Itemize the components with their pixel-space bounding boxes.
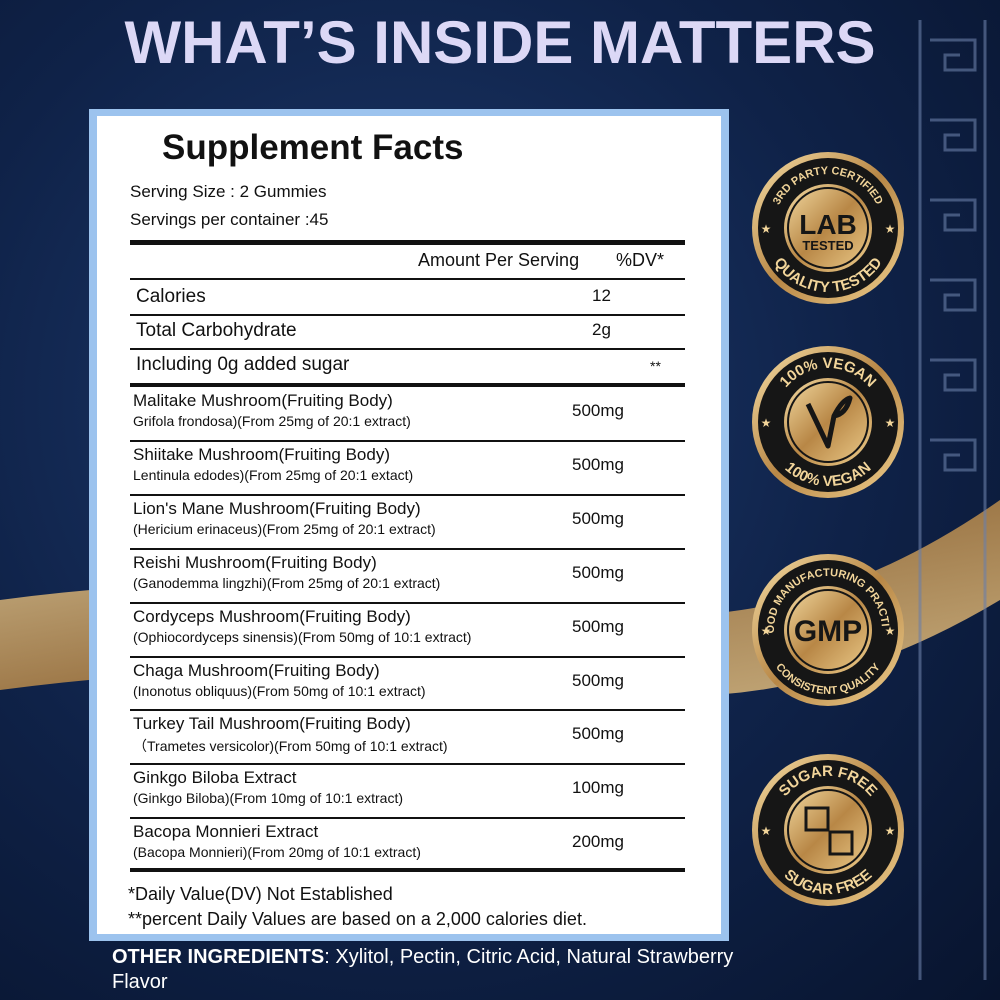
badge-center-text: TESTED [802,238,853,253]
ingredient-amount: 500mg [572,724,624,744]
serving-size: Serving Size : 2 Gummies [130,182,327,201]
rule [130,763,685,766]
ingredient-amount: 100mg [572,778,624,798]
rule [130,601,685,604]
ingredient-amount: 500mg [572,401,624,420]
rule [130,709,685,712]
badge-center-text: GMP [794,615,862,648]
nutrient-label: Including 0g added sugar [136,354,350,375]
rule [130,314,685,316]
ingredient-amount: 500mg [572,454,624,474]
nutrient-dv: ** [650,358,661,374]
facts-panel [97,116,721,934]
rule [130,383,685,387]
rule [130,240,685,245]
ingredient-amount: 500mg [572,616,624,636]
rule [130,493,685,496]
rule [130,655,685,658]
other-ingredients: OTHER INGREDIENTS: Xylitol, Pectin, Citr… [112,945,752,995]
footnote: **percent Daily Values are based on a 2,… [128,909,587,929]
ingredient-source: (Ginkgo Biloba)(From 10mg of 10:1 extrac… [133,790,403,807]
servings: Servings per container :45 [130,210,329,229]
badge-core [784,378,872,466]
ingredient-name: Chaga Mushroom(Fruiting Body) [133,660,380,680]
sugar-cube [828,830,854,856]
amount-header: Amount Per Serving [418,250,580,270]
ingredient-source: (Ganodemma lingzhi)(From 25mg of 20:1 ex… [133,574,441,591]
rule [130,439,685,442]
star: ★ [885,624,896,638]
badge-core [784,586,872,674]
ingredient-name: Lion's Mane Mushroom(Fruiting Body) [133,498,421,518]
ingredient-name: Ginkgo Biloba Extract [133,768,297,788]
star: ★ [761,222,772,236]
star: ★ [885,824,896,838]
badge-core-edge [787,187,869,269]
star: ★ [885,416,896,430]
badge-core [784,184,872,272]
ingredient-name: Shiitake Mushroom(Fruiting Body) [133,444,390,464]
footnote: *Daily Value(DV) Not Established [128,884,393,904]
ingredient-name: Malitake Mushroom(Fruiting Body) [133,391,393,410]
ingredient-source: (Inonotus obliquus)(From 50mg of 10:1 ex… [133,682,426,699]
ingredient-amount: 500mg [572,508,624,528]
badge-core-edge [787,789,869,871]
ingredient-source: (Ophiocordyceps sinensis)(From 50mg of 1… [133,628,472,645]
ingredient-amount: 500mg [572,562,624,582]
ingredient-name: Bacopa Monnieri Extract [133,822,319,842]
nutrient-label: Total Carbohydrate [136,320,297,341]
star: ★ [885,222,896,236]
ingredient-source: Grifola frondosa)(From 25mg of 20:1 extr… [133,413,411,429]
greek-key [918,20,987,980]
ingredient-name: Turkey Tail Mushroom(Fruiting Body) [133,714,411,734]
ingredient-source: （Trametes versicolor)(From 50mg of 10:1 … [133,738,448,755]
star: ★ [761,824,772,838]
ingredient-amount: 200mg [572,832,624,852]
vegan-icon [805,395,853,449]
rule [130,817,685,820]
other-text: : Xylitol, Pectin, Citric Acid, Natural … [112,946,734,993]
rule [130,547,685,550]
ingredient-source: Lentinula edodes)(From 25mg of 20:1 exta… [133,466,414,483]
badge-core-edge [787,381,869,463]
rule [130,868,685,872]
nutrient-amount: 12 [592,286,611,305]
badge-center-text: LAB [799,209,857,240]
star: ★ [761,416,772,430]
dv-header: %DV* [616,250,665,270]
ingredient-name: Cordyceps Mushroom(Fruiting Body) [133,606,411,626]
rule [130,278,685,280]
headline: WHAT’S INSIDE MATTERS [124,9,876,76]
rule [130,348,685,350]
sugar-cube [804,806,830,832]
nutrient-amount: 2g [592,320,611,339]
ingredient-amount: 500mg [572,670,624,690]
facts-title: Supplement Facts [162,128,464,167]
other-label: OTHER INGREDIENTS [112,946,325,968]
ingredient-source: (Hericium erinaceus)(From 25mg of 20:1 e… [133,520,436,537]
badge-core-edge [787,589,869,671]
star: ★ [761,624,772,638]
nutrient-label: Calories [136,286,206,307]
ingredient-name: Reishi Mushroom(Fruiting Body) [133,552,377,572]
ingredient-source: (Bacopa Monnieri)(From 20mg of 10:1 extr… [133,844,421,861]
